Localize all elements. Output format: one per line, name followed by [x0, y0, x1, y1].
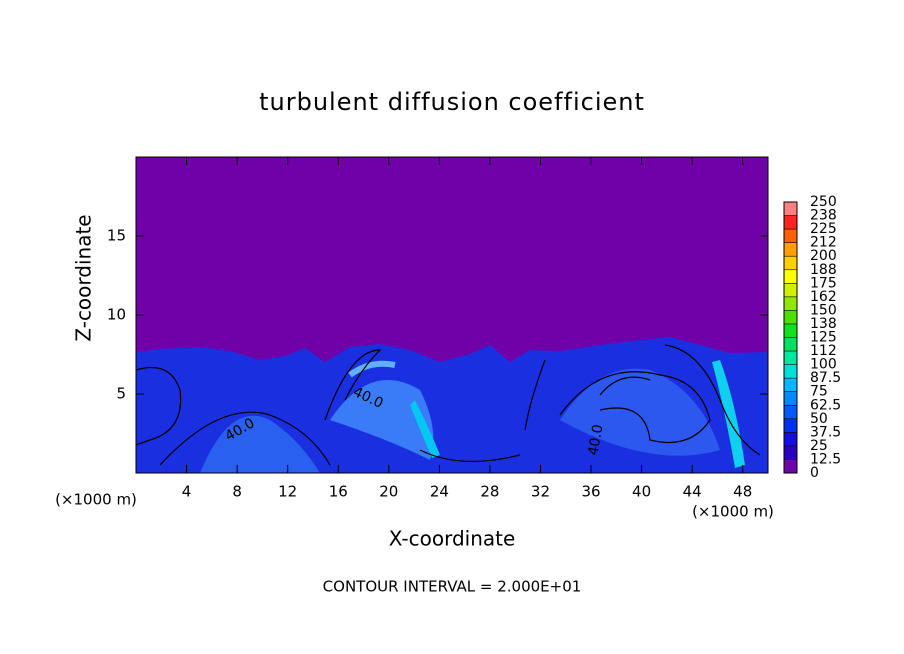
- colorbar-tick-label: 225: [810, 221, 837, 237]
- field-streak: [712, 360, 745, 468]
- x-tick-label: 4: [182, 483, 192, 501]
- colorbar-tick-label: 250: [810, 194, 837, 210]
- x-unit-label: (×1000 m): [55, 491, 137, 509]
- colorbar-tick-label: 212: [810, 235, 837, 251]
- footer-note: CONTOUR INTERVAL = 2.000E+01: [323, 578, 582, 596]
- colorbar-band: [784, 337, 797, 352]
- chart-title: turbulent diffusion coefficient: [259, 88, 645, 116]
- colorbar-tick-label: 112: [810, 343, 837, 359]
- colorbar-tick-label: 62.5: [810, 397, 841, 413]
- x-tick-label: 48: [733, 483, 752, 501]
- x-axis-label: X-coordinate: [389, 527, 516, 551]
- x-tick-label: 32: [531, 483, 550, 501]
- colorbar-band: [784, 378, 797, 392]
- y-tick-label: 10: [107, 306, 126, 324]
- colorbar-band: [784, 351, 797, 365]
- colorbar-band: [784, 405, 797, 419]
- x-tick-label: 40: [632, 483, 651, 501]
- colorbar-tick-label: 87.5: [810, 370, 841, 386]
- colorbar-tick-label: 50: [810, 411, 828, 427]
- field-patch: [200, 415, 320, 473]
- x-tick-label: 36: [581, 483, 600, 501]
- contour-lines: [135, 344, 761, 466]
- colorbar-band: [784, 459, 797, 473]
- colorbar-band: [784, 364, 797, 379]
- colorbar-band: [784, 310, 797, 324]
- y-axis-label: Z-coordinate: [72, 214, 96, 341]
- field-streak: [410, 400, 440, 458]
- colorbar-band: [784, 229, 797, 243]
- colorbar-tick-label: 200: [810, 248, 837, 264]
- colorbar-tick-label: 150: [810, 302, 837, 318]
- y-tick-label: 15: [107, 227, 126, 245]
- colorbar-tick-label: 75: [810, 384, 828, 400]
- colorbar-tick-label: 37.5: [810, 424, 841, 440]
- colorbar-band: [784, 202, 797, 216]
- colorbar-tick-label: 138: [810, 316, 837, 332]
- field-patch: [560, 368, 720, 456]
- colorbar-tick-label: 188: [810, 262, 837, 278]
- colorbar-band: [784, 391, 797, 406]
- colorbar-tick-label: 238: [810, 208, 837, 224]
- colorbar-band: [784, 215, 797, 230]
- contour-label: 40.0: [585, 423, 606, 456]
- colorbar-band: [784, 323, 797, 338]
- colorbar-band: [784, 445, 797, 460]
- field-streak: [348, 360, 396, 378]
- colorbar-band: [784, 432, 797, 446]
- x-tick-label: 24: [430, 483, 449, 501]
- colorbar-tick-label: 175: [810, 275, 837, 291]
- x-tick-label: 16: [329, 483, 348, 501]
- x-tick-label: 20: [379, 483, 398, 501]
- colorbar-band: [784, 256, 797, 270]
- field-patch: [330, 380, 434, 460]
- colorbar-tick-label: 100: [810, 357, 837, 373]
- colorbar-tick-label: 12.5: [810, 451, 841, 467]
- x-tick-label: 44: [683, 483, 702, 501]
- colorbar-tick-label: 0: [810, 465, 819, 481]
- y-tick-label: 5: [116, 385, 126, 403]
- colorbar-tick-label: 162: [810, 289, 837, 305]
- x-unit-label: (×1000 m): [692, 503, 774, 521]
- colorbar-tick-label: 25: [810, 438, 828, 454]
- colorbar-band: [784, 418, 797, 433]
- colorbar-tick-label: 125: [810, 330, 837, 346]
- x-tick-label: 8: [232, 483, 242, 501]
- colorbar-band: [784, 242, 797, 257]
- colorbar-band: [784, 296, 797, 311]
- x-tick-label: 12: [278, 483, 297, 501]
- field: [135, 157, 768, 473]
- x-tick-label: 28: [480, 483, 499, 501]
- colorbar-band: [784, 269, 797, 284]
- colorbar-band: [784, 283, 797, 297]
